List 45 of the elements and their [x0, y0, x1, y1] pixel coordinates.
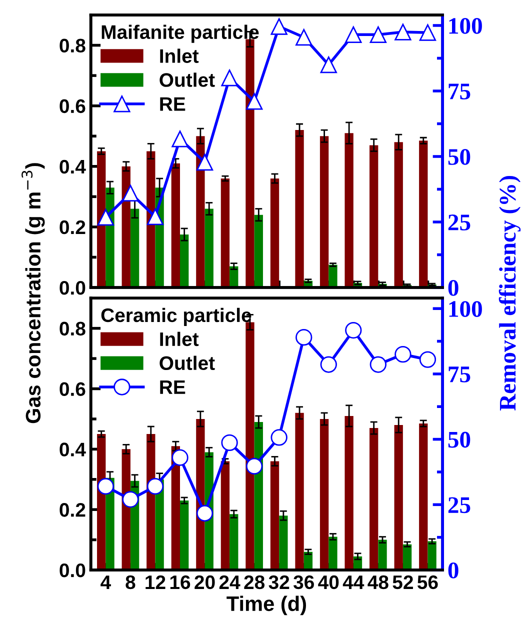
x-tick-label: 28 — [244, 575, 265, 590]
y-tick-label: 0.8 — [60, 322, 86, 336]
x-tick-label: 24 — [219, 575, 240, 589]
legend-label: Outlet — [160, 72, 215, 87]
legend-label: Inlet — [160, 332, 199, 346]
legend-label: RE — [160, 380, 186, 394]
x-tick-label: 44 — [342, 576, 364, 589]
x-tick-label: 20 — [194, 575, 215, 590]
y-tick-label: 0.0 — [60, 280, 86, 295]
y2-tick-label: 100 — [449, 18, 482, 34]
y2-tick-label: 0 — [448, 562, 458, 578]
x-tick-label: 32 — [268, 575, 290, 590]
y2-tick-label: 100 — [449, 301, 482, 318]
y-tick-label: 0.6 — [60, 99, 86, 114]
y2-tick-label: 50 — [448, 148, 470, 165]
legend-label: Outlet — [160, 356, 215, 370]
y2-tick-label: 75 — [448, 366, 470, 382]
x-tick-label: 16 — [170, 575, 190, 590]
y2-tick-label: 75 — [448, 84, 470, 100]
x-tick-label: 8 — [126, 575, 136, 590]
legend-label: RE — [160, 97, 186, 111]
x-tick-label: 12 — [146, 575, 166, 589]
y-tick-label: 0.4 — [60, 160, 86, 174]
x-axis-title: Time (d) — [226, 596, 306, 616]
y-tick-label: 0.6 — [60, 382, 86, 396]
legend-title: Maifanite particle — [102, 24, 259, 43]
x-tick-label: 56 — [418, 575, 438, 590]
y2-tick-label: 50 — [448, 432, 470, 448]
y-tick-label: 0.0 — [60, 563, 86, 578]
y-axis-title: Gas concentration (g m$^{−3}$) — [22, 163, 45, 424]
y2-tick-label: 0 — [448, 280, 458, 296]
legend-title: Ceramic particle — [101, 308, 252, 326]
x-tick-label: 40 — [318, 575, 339, 590]
y-tick-label: 0.2 — [60, 220, 86, 234]
x-tick-label: 52 — [392, 575, 413, 590]
y2-tick-label: 25 — [448, 497, 470, 514]
legend-label: Inlet — [160, 48, 199, 63]
x-tick-label: 48 — [368, 575, 388, 590]
y2-axis-title: Removal efficiency (%) — [498, 176, 521, 411]
x-tick-label: 36 — [293, 575, 314, 590]
y-tick-label: 0.2 — [60, 503, 86, 517]
y2-tick-label: 25 — [448, 214, 470, 230]
x-tick-label: 4 — [100, 576, 111, 589]
y-tick-label: 0.8 — [60, 38, 86, 53]
y-tick-label: 0.4 — [60, 442, 86, 456]
